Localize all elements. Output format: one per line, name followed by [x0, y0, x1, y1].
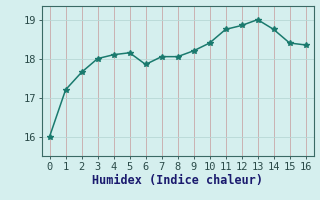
X-axis label: Humidex (Indice chaleur): Humidex (Indice chaleur) — [92, 174, 263, 187]
